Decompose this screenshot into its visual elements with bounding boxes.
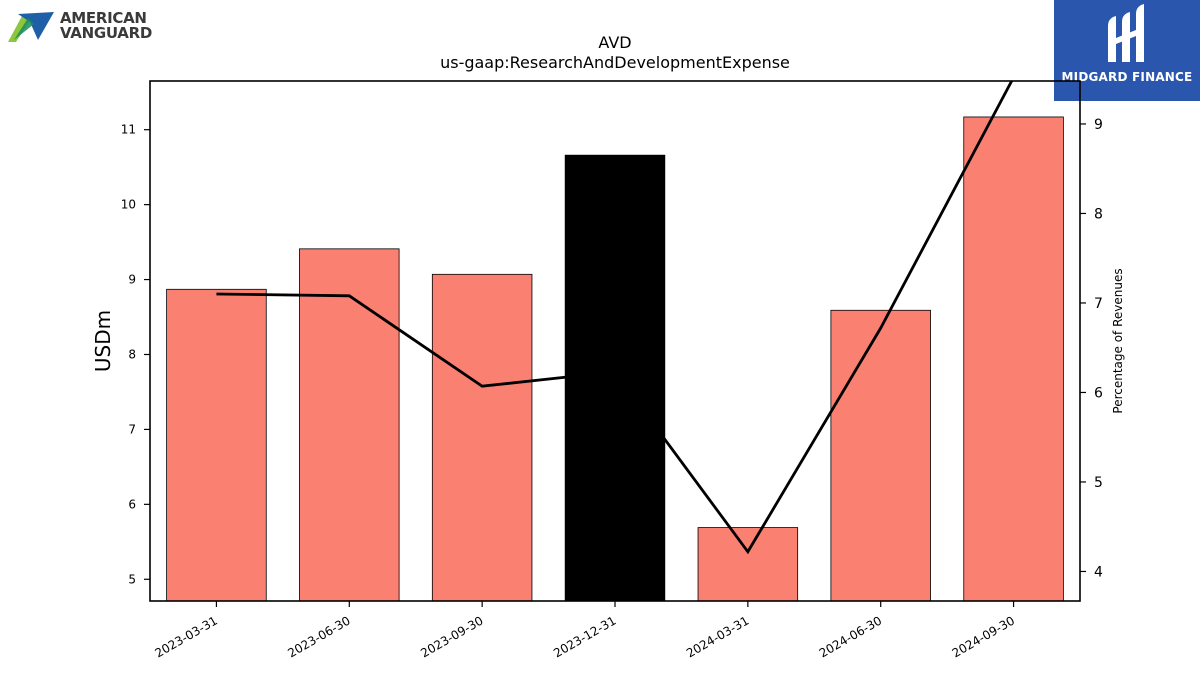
y-tick-label: 10 [121,198,136,212]
y-right-tick-label: 9 [1094,117,1103,133]
partner-name: MIDGARD FINANCE [1061,70,1193,84]
american-vanguard-logo-icon [8,12,54,42]
y-axis-label: USDm [91,310,115,372]
bar-2023-12-31 [564,154,666,602]
bar-2023-09-30 [431,273,533,602]
y-tick-label: 7 [128,422,136,436]
y-axis-right-label: Percentage of Revenues [1111,268,1125,413]
x-tick-label: 2023-03-31 [153,613,220,660]
percentage-of-revenues-line [216,81,1014,555]
y-right-tick-label: 5 [1094,475,1103,491]
y-tick-label: 5 [128,572,136,586]
bar-2024-09-30 [963,116,1064,602]
bar-group [166,116,1064,602]
american-vanguard-wordmark: AMERICAN VANGUARD [60,11,152,41]
chart-title: AVD [598,33,631,52]
x-tick-label: 2023-12-31 [551,613,618,660]
american-vanguard-logo: AMERICAN VANGUARD [8,8,168,44]
y-right-tick-label: 7 [1094,296,1103,312]
bar-2024-06-30 [830,309,931,602]
y-tick-label: 8 [128,347,136,361]
y-right-tick-label: 6 [1094,385,1103,401]
brand-line-2: VANGUARD [60,24,152,42]
y-right-tick-label: 4 [1094,564,1103,580]
bar-2023-06-30 [299,248,400,602]
x-tick-label: 2023-09-30 [418,613,485,660]
brand-line-1: AMERICAN [60,9,147,27]
x-tick-label: 2024-03-31 [684,613,751,660]
bar-2023-03-31 [166,288,267,602]
y-tick-label: 11 [121,123,136,137]
line-group [216,81,1014,555]
midgard-finance-logo: MIDGARD FINANCE [1054,0,1200,101]
y-right-tick-label: 8 [1094,206,1103,222]
midgard-finance-logo-icon [1108,4,1144,62]
bar-2024-03-31 [697,527,799,602]
y-tick-label: 6 [128,497,136,511]
chart-subtitle: us-gaap:ResearchAndDevelopmentExpense [440,53,790,72]
y-tick-label: 9 [128,273,136,287]
x-tick-label: 2024-09-30 [950,613,1017,660]
x-tick-label: 2024-06-30 [817,613,884,660]
x-tick-label: 2023-06-30 [285,613,352,660]
